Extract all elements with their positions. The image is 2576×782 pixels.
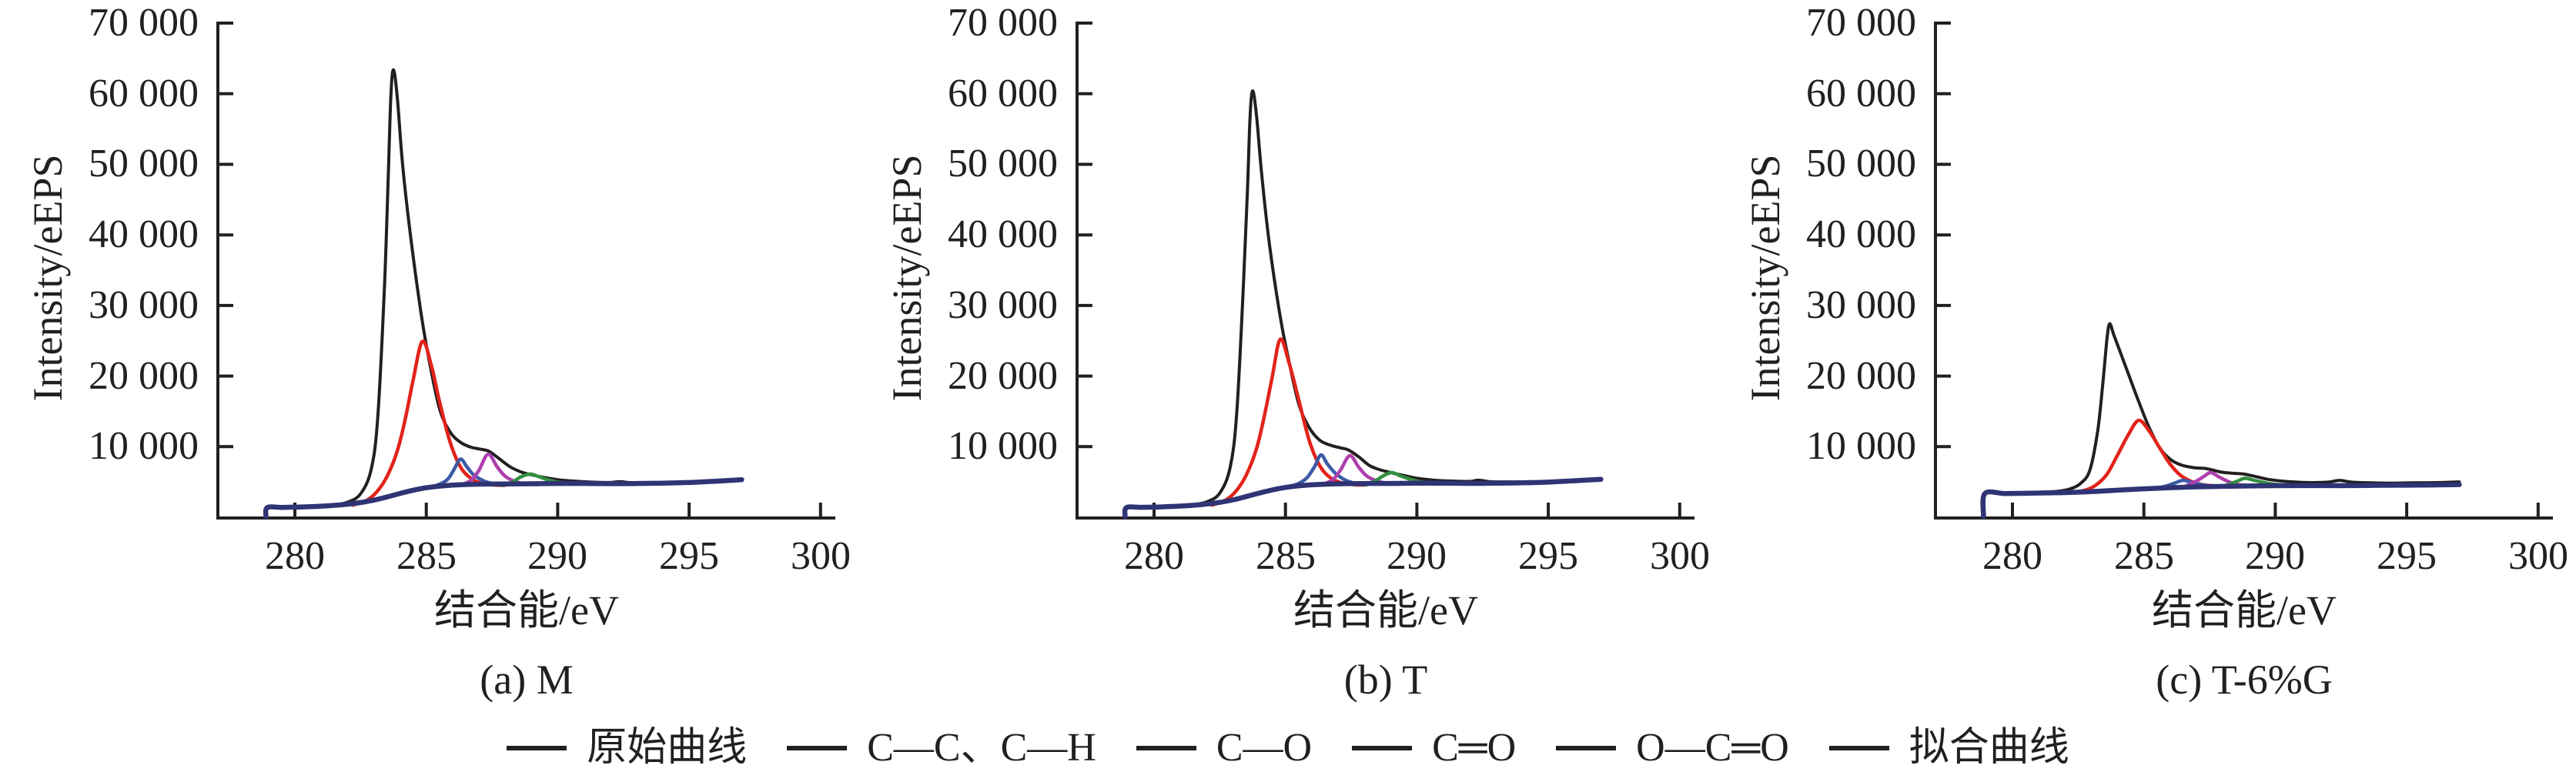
curve-原始曲线 (1123, 89, 1603, 519)
x-tick-label: 290 (527, 534, 587, 578)
panel-caption: (c) T-6%G (2156, 657, 2333, 703)
legend-item: 拟合曲线 (1828, 724, 2069, 773)
panel-b: Intensity/eEPS 70 000 60 000 50 000 40 0… (859, 0, 1718, 782)
y-tick-label: 40 000 (89, 212, 199, 256)
legend-item-label: C—C、C—H (867, 726, 1096, 770)
curve-原始曲线 (264, 68, 744, 519)
y-tick-label: 30 000 (948, 283, 1058, 327)
curve-拟合曲线 (263, 476, 744, 520)
y-tick-label: 10 000 (89, 424, 199, 468)
y-tick-label: 30 000 (1806, 283, 1916, 327)
y-tick-label: 70 000 (948, 1, 1058, 45)
y-tick-label: 60 000 (1806, 72, 1916, 115)
panel-c: Intensity/eEPS 70 000 60 000 50 000 40 0… (1718, 0, 2576, 782)
x-tick-label: 300 (791, 534, 851, 578)
panel-caption: (a) M (480, 657, 574, 703)
x-tick-label: 300 (1650, 534, 1710, 578)
legend-swatch-line (787, 746, 848, 750)
axes-lines (216, 22, 835, 520)
y-tick-label: 20 000 (948, 354, 1058, 398)
x-axis-ticks (2011, 503, 2540, 518)
y-tick-label: 60 000 (948, 72, 1058, 115)
legend-swatch-line (1828, 746, 1889, 750)
x-axis-title: 结合能/eV (2152, 587, 2337, 633)
legend-item-label: C—O (1216, 726, 1313, 770)
axes-lines (1076, 22, 1694, 520)
y-tick-label: 40 000 (948, 212, 1058, 256)
x-tick-label: 300 (2508, 534, 2568, 578)
x-axis-title: 结合能/eV (434, 587, 619, 633)
x-tick-label: 285 (1256, 534, 1316, 578)
y-tick-label: 20 000 (1806, 354, 1916, 398)
legend-swatch-line (507, 746, 567, 750)
y-axis-ticks (1935, 22, 1951, 449)
curve-C—C、C—H (1209, 337, 1367, 507)
legend-item: C—O (1136, 724, 1312, 773)
legend-item: C═O (1352, 724, 1516, 773)
y-tick-label: 50 000 (89, 142, 199, 185)
x-tick-label: 285 (396, 534, 457, 578)
x-axis-ticks (1153, 503, 1681, 518)
legend-swatch-line (1352, 746, 1413, 750)
legend-swatch-line (1556, 746, 1617, 750)
y-tick-label: 70 000 (1806, 1, 1916, 45)
legend-item: C—C、C—H (787, 724, 1096, 773)
legend-item-label: O—C═O (1636, 726, 1789, 770)
legend: 原始曲线 C—C、C—H C—O C═O O—C═O 拟合曲线 (0, 720, 2576, 776)
y-tick-label: 10 000 (948, 424, 1058, 468)
x-tick-label: 280 (265, 534, 325, 578)
y-tick-label: 20 000 (89, 354, 199, 398)
legend-item: 原始曲线 (507, 724, 747, 773)
plot-area-b (1076, 22, 1694, 520)
x-axis-ticks (293, 503, 822, 518)
spectra-curves (263, 68, 744, 520)
panel-a: Intensity/eEPS 70 000 60 000 50 000 40 0… (0, 0, 858, 782)
plot-area-a (216, 22, 835, 520)
legend-item: O—C═O (1556, 724, 1789, 773)
plot-area-c (1934, 22, 2553, 520)
x-tick-label: 280 (1982, 534, 2042, 578)
panel-caption: (b) T (1343, 657, 1428, 703)
axes-lines (1934, 22, 2553, 520)
x-tick-label: 280 (1124, 534, 1184, 578)
spectra-curves (1122, 89, 1604, 520)
x-tick-label: 290 (1387, 534, 1447, 578)
curve-拟合曲线 (1980, 482, 2462, 520)
x-tick-label: 295 (2377, 534, 2437, 578)
y-tick-label: 60 000 (89, 72, 199, 115)
legend-item-label: 原始曲线 (587, 726, 748, 770)
y-tick-label: 50 000 (948, 142, 1058, 185)
x-axis-title: 结合能/eV (1293, 587, 1478, 633)
curve-C—C、C—H (350, 339, 507, 507)
y-tick-label: 40 000 (1806, 212, 1916, 256)
y-tick-label: 30 000 (89, 283, 199, 327)
x-tick-label: 290 (2245, 534, 2305, 578)
y-tick-label: 10 000 (1806, 424, 1916, 468)
y-tick-label: 70 000 (89, 1, 199, 45)
curve-拟合曲线 (1122, 476, 1604, 520)
legend-item-label: 拟合曲线 (1909, 726, 2069, 770)
y-tick-label: 50 000 (1806, 142, 1916, 185)
spectra-curves (1980, 322, 2462, 520)
legend-swatch-line (1136, 746, 1196, 750)
x-tick-label: 295 (659, 534, 719, 578)
y-axis-ticks (218, 22, 233, 449)
y-axis-ticks (1077, 22, 1092, 449)
x-tick-label: 295 (1518, 534, 1578, 578)
x-tick-label: 285 (2114, 534, 2174, 578)
legend-item-label: C═O (1432, 726, 1517, 770)
